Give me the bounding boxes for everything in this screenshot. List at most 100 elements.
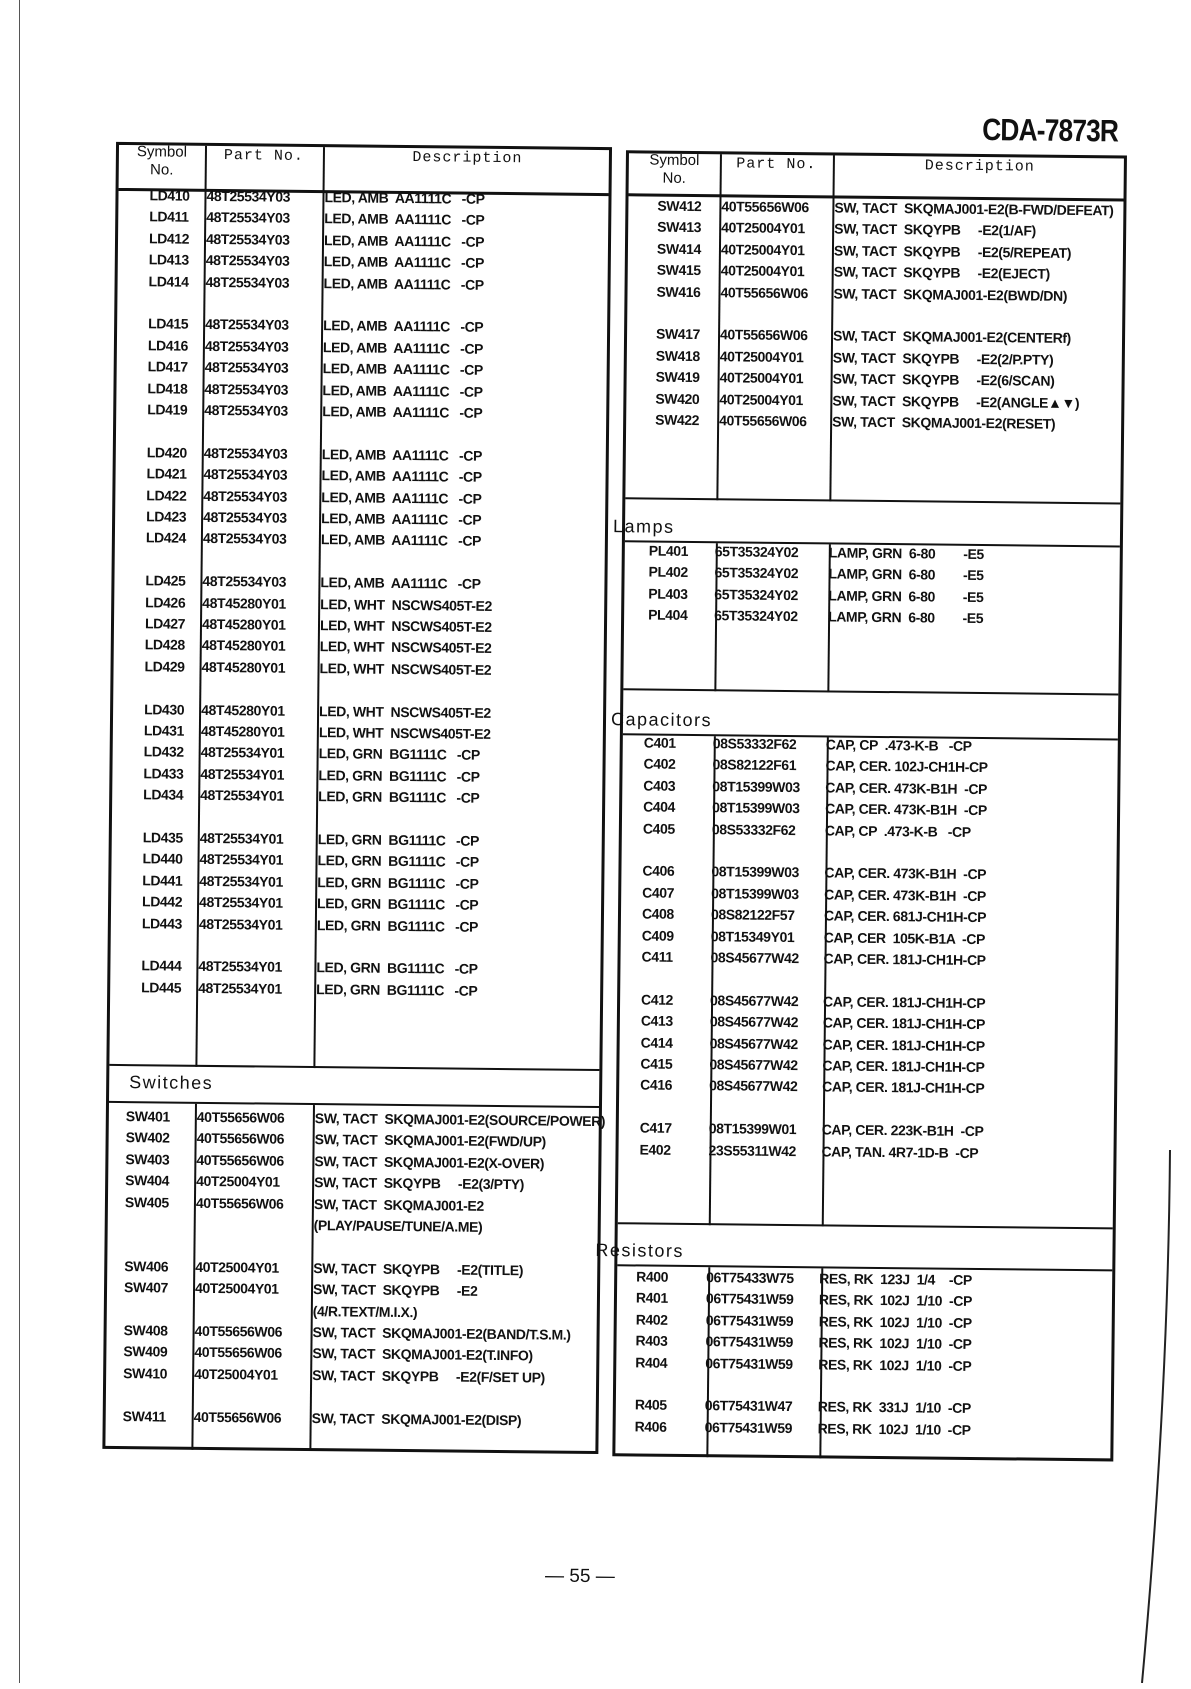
description-cell: RES, RK 102J 1/10 -CP — [818, 1418, 971, 1440]
part-no-cell: 48T25534Y03 — [204, 378, 288, 399]
symbol-cell: C404 — [643, 797, 675, 817]
symbol-cell: LD418 — [147, 378, 187, 398]
part-no-cell: 48T45280Y01 — [202, 635, 286, 656]
part-no-cell: 40T55656W06 — [194, 1406, 282, 1427]
symbol-cell: LD435 — [143, 827, 183, 847]
symbol-cell: R405 — [635, 1395, 667, 1415]
part-no-cell: 06T75431W59 — [705, 1353, 793, 1374]
part-no-cell: 08S82122F57 — [711, 904, 795, 925]
symbol-cell: C417 — [640, 1118, 672, 1138]
symbol-cell: R402 — [636, 1309, 668, 1329]
part-no-cell: 48T25534Y03 — [206, 207, 290, 228]
description-cell: CAP, TAN. 4R7-1D-B -CP — [821, 1141, 978, 1163]
description-cell: CAP, CER. 181J-CH1H-CP — [823, 1013, 985, 1035]
part-no-cell: 06T75431W59 — [706, 1289, 794, 1310]
description-cell: SW, TACT SKQYPB -E2(ANGLE▲▼) — [832, 390, 1079, 413]
part-no-cell: 48T25534Y01 — [199, 849, 283, 870]
symbol-cell: C402 — [643, 754, 675, 774]
part-no-cell: 08T15349Y01 — [711, 926, 795, 947]
part-no-cell: 48T25534Y03 — [203, 485, 287, 506]
description-cell: RES, RK 102J 1/10 -CP — [818, 1333, 971, 1355]
symbol-cell: LD442 — [142, 891, 182, 911]
header-symbol-no: Symbol No. — [119, 143, 205, 180]
part-no-cell: 40T25004Y01 — [196, 1171, 280, 1192]
description-cell: CAP, CER. 181J-CH1H-CP — [822, 1077, 984, 1099]
part-no-cell: 23S55311W42 — [708, 1140, 796, 1161]
description-cell: LED, GRN BG1111C -CP — [316, 957, 477, 979]
part-no-cell: 08S45677W42 — [710, 947, 798, 968]
description-cell: LED, GRN BG1111C -CP — [318, 829, 479, 851]
part-no-cell: 08T15399W01 — [709, 1118, 797, 1139]
part-no-cell: 40T25004Y01 — [720, 346, 804, 367]
part-no-cell: 06T75431W59 — [705, 1331, 793, 1352]
symbol-cell: C401 — [644, 732, 676, 752]
part-no-cell: 08T15399W03 — [711, 883, 799, 904]
header-part-no: Part No. — [205, 147, 323, 165]
part-no-cell: 08S45677W42 — [710, 990, 798, 1011]
description-cell: CAP, CER. 473K-B1H -CP — [825, 777, 987, 799]
part-no-cell: 40T55656W06 — [197, 1128, 285, 1149]
description-cell: CAP, CER. 473K-B1H -CP — [824, 884, 986, 906]
description-cell: SW, TACT SKQYPB -E2(2/P.PTY) — [833, 347, 1054, 369]
symbol-cell: SW405 — [125, 1192, 169, 1212]
symbol-cell: SW408 — [124, 1320, 168, 1340]
description-cell: SW, TACT SKQYPB -E2(3/PTY) — [314, 1172, 524, 1194]
description-cell: SW, TACT SKQMAJ001-E2(DISP) — [312, 1408, 522, 1430]
symbol-cell: R406 — [635, 1416, 667, 1436]
symbol-cell: C412 — [641, 989, 673, 1009]
part-no-cell: 08S45677W42 — [709, 1054, 797, 1075]
description-cell: LED, AMB AA1111C -CP — [324, 187, 484, 209]
symbol-cell: C415 — [640, 1053, 672, 1073]
part-no-cell: 48T25534Y03 — [205, 336, 289, 357]
section-divider — [109, 1064, 599, 1071]
symbol-cell: C414 — [641, 1032, 673, 1052]
header-description: Description — [835, 156, 1125, 176]
description-cell: LED, AMB AA1111C -CP — [322, 444, 482, 466]
description-cell: RES, RK 123J 1/4 -CP — [819, 1268, 972, 1290]
symbol-cell: SW415 — [657, 260, 701, 280]
description-cell: CAP, CER. 181J-CH1H-CP — [823, 991, 985, 1013]
symbol-cell: C413 — [641, 1011, 673, 1031]
section-divider — [618, 1222, 1113, 1229]
part-no-cell: 48T25534Y03 — [205, 314, 289, 335]
symbol-cell: C409 — [642, 925, 674, 945]
symbol-cell: SW402 — [126, 1127, 170, 1147]
part-no-cell: 48T45280Y01 — [201, 699, 285, 720]
symbol-cell: R404 — [635, 1352, 667, 1372]
section-divider — [625, 497, 1120, 504]
part-no-cell: 40T55656W06 — [720, 325, 808, 346]
description-cell: LAMP, GRN 6-80 -E5 — [828, 585, 983, 607]
symbol-cell: LD422 — [146, 485, 186, 505]
part-no-cell: 06T75431W59 — [705, 1417, 793, 1438]
symbol-cell: SW414 — [657, 238, 701, 258]
description-cell: SW, TACT SKQMAJ001-E2(CENTERf) — [833, 326, 1071, 348]
section-title-capacitors: Capacitors — [611, 709, 712, 731]
description-cell: CAP, CER. 181J-CH1H-CP — [823, 948, 985, 970]
description-cell: LED, GRN BG1111C -CP — [317, 850, 478, 872]
symbol-cell: SW420 — [655, 388, 699, 408]
symbol-cell: SW404 — [125, 1170, 169, 1190]
description-cell: LAMP, GRN 6-80 -E5 — [828, 564, 983, 586]
part-no-cell: 06T75431W59 — [706, 1310, 794, 1331]
description-cell: LAMP, GRN 6-80 -E5 — [828, 607, 983, 629]
part-no-cell: 08S45677W42 — [710, 1011, 798, 1032]
symbol-cell: SW417 — [656, 324, 700, 344]
description-cell: CAP, CER 105K-B1A -CP — [824, 927, 985, 949]
description-cell: RES, RK 102J 1/10 -CP — [819, 1290, 972, 1312]
part-no-cell: 65T35324Y02 — [715, 541, 799, 562]
description-cell: CAP, CP .473-K-B -CP — [825, 820, 971, 842]
part-no-cell: 48T25534Y01 — [198, 978, 282, 999]
part-no-cell: 08T15399W03 — [711, 862, 799, 883]
description-cell: RES, RK 331J 1/10 -CP — [818, 1397, 971, 1419]
description-cell: LED, GRN BG1111C -CP — [318, 765, 479, 787]
symbol-cell: LD432 — [144, 742, 184, 762]
symbol-cell: SW407 — [124, 1277, 168, 1297]
part-no-cell: 48T25534Y03 — [203, 507, 287, 528]
symbol-cell: C416 — [640, 1075, 672, 1095]
part-no-cell: 48T25534Y01 — [200, 828, 284, 849]
part-no-cell: 48T45280Y01 — [201, 657, 285, 678]
symbol-cell: PL404 — [648, 605, 687, 625]
part-no-cell: 48T45280Y01 — [202, 614, 286, 635]
symbol-cell: PL401 — [649, 541, 688, 561]
part-no-cell: 65T35324Y02 — [714, 584, 798, 605]
